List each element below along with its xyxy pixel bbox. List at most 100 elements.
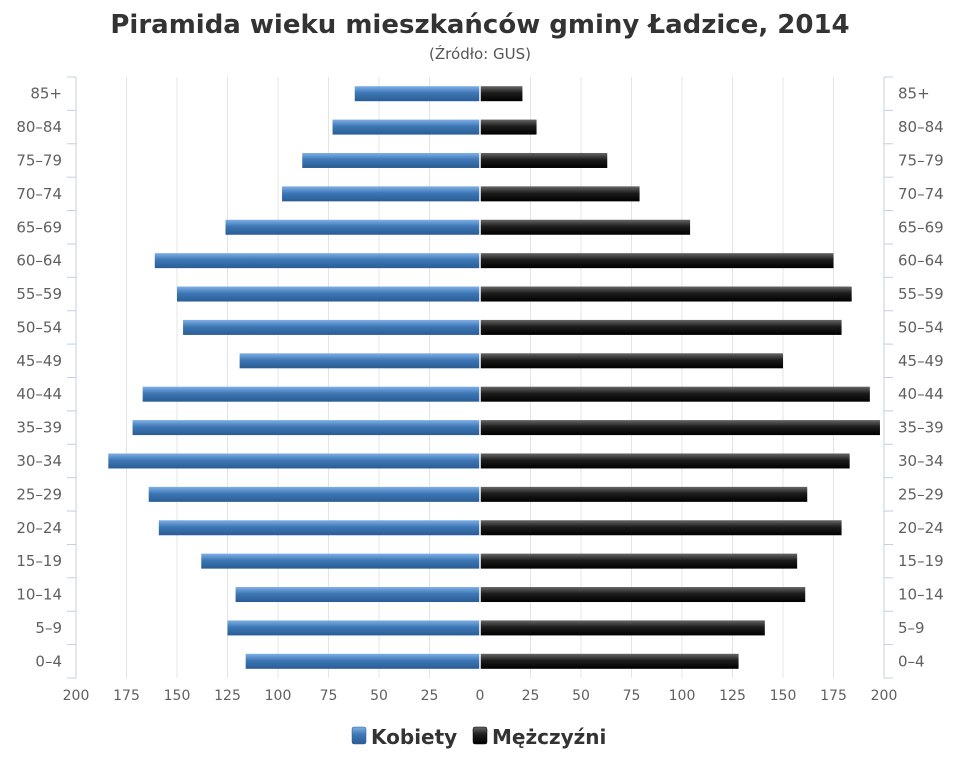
x-tick-label: 25	[522, 688, 540, 704]
age-label-right: 60–64	[898, 252, 944, 270]
chart-subtitle: (Źródło: GUS)	[429, 44, 531, 63]
x-tick-label: 125	[214, 688, 241, 704]
x-tick-label: 50	[572, 688, 590, 704]
bar-women-13[interactable]	[225, 219, 480, 235]
bar-women-7[interactable]	[132, 420, 480, 436]
bar-women-17[interactable]	[354, 86, 480, 102]
bar-men-17[interactable]	[480, 86, 523, 102]
age-label-left: 65–69	[16, 218, 62, 236]
grid-lines	[126, 77, 834, 678]
age-label-right: 35–39	[898, 419, 944, 437]
age-label-right: 80–84	[898, 118, 944, 136]
age-label-right: 25–29	[898, 485, 944, 503]
bar-women-10[interactable]	[183, 319, 480, 335]
legend: Kobiety Mężczyźni	[351, 725, 606, 749]
bar-men-8[interactable]	[480, 386, 870, 402]
age-label-left: 50–54	[16, 318, 62, 336]
age-label-right: 20–24	[898, 519, 944, 537]
bar-women-6[interactable]	[108, 453, 480, 469]
age-label-left: 15–19	[16, 552, 62, 570]
x-tick-label: 200	[63, 688, 90, 704]
bar-men-6[interactable]	[480, 453, 850, 469]
age-label-left: 60–64	[16, 252, 62, 270]
bar-men-12[interactable]	[480, 253, 834, 269]
age-label-right: 75–79	[898, 151, 944, 169]
age-label-left: 35–39	[16, 419, 62, 437]
x-tick-label: 150	[164, 688, 191, 704]
bar-women-16[interactable]	[332, 119, 480, 135]
age-label-right: 10–14	[898, 586, 944, 604]
axes	[67, 76, 893, 679]
chart-title: Piramida wieku mieszkańców gminy Ładzice…	[110, 10, 849, 40]
bar-women-4[interactable]	[158, 520, 480, 536]
bar-men-5[interactable]	[480, 486, 808, 502]
bar-women-5[interactable]	[148, 486, 480, 502]
x-tick-label: 125	[719, 688, 746, 704]
x-tick-label: 75	[320, 688, 338, 704]
x-tick-label: 100	[265, 688, 292, 704]
age-label-right: 15–19	[898, 552, 944, 570]
age-label-left: 40–44	[16, 385, 62, 403]
bar-women-1[interactable]	[227, 620, 481, 636]
bar-women-11[interactable]	[177, 286, 480, 302]
age-label-right: 30–34	[898, 452, 944, 470]
age-label-right: 50–54	[898, 318, 944, 336]
bar-men-9[interactable]	[480, 353, 783, 369]
bar-men-11[interactable]	[480, 286, 852, 302]
age-label-right: 40–44	[898, 385, 944, 403]
age-label-right: 5–9	[898, 619, 925, 637]
bars	[108, 86, 880, 669]
age-label-left: 25–29	[16, 485, 62, 503]
legend-label-women: Kobiety	[371, 725, 457, 749]
age-label-right: 45–49	[898, 352, 944, 370]
bar-men-3[interactable]	[480, 553, 798, 569]
age-label-right: 85+	[898, 85, 930, 103]
bar-women-12[interactable]	[154, 253, 480, 269]
age-label-left: 30–34	[16, 452, 62, 470]
x-tick-label: 25	[421, 688, 439, 704]
age-label-right: 0–4	[898, 652, 925, 670]
bar-men-7[interactable]	[480, 420, 880, 436]
tick-labels: 200 175 150 125 100 75 50 25 0 25 50 75 100 125 150 175…	[16, 85, 943, 704]
legend-item-men[interactable]: Mężczyźni	[472, 725, 606, 749]
bar-men-0[interactable]	[480, 653, 739, 669]
age-label-right: 70–74	[898, 185, 944, 203]
age-label-left: 80–84	[16, 118, 62, 136]
bar-women-0[interactable]	[245, 653, 480, 669]
bar-men-16[interactable]	[480, 119, 537, 135]
bar-women-14[interactable]	[282, 186, 480, 202]
bar-women-15[interactable]	[302, 152, 480, 168]
age-label-left: 20–24	[16, 519, 62, 537]
bar-men-1[interactable]	[480, 620, 765, 636]
bar-men-10[interactable]	[480, 319, 842, 335]
x-tick-label: 150	[770, 688, 797, 704]
bar-men-4[interactable]	[480, 520, 842, 536]
x-tick-label: 50	[370, 688, 388, 704]
age-label-left: 70–74	[16, 185, 62, 203]
x-tick-label: 100	[669, 688, 696, 704]
age-label-right: 55–59	[898, 285, 944, 303]
legend-item-women[interactable]: Kobiety	[351, 725, 457, 749]
age-label-left: 5–9	[35, 619, 62, 637]
bar-women-8[interactable]	[142, 386, 480, 402]
bar-men-13[interactable]	[480, 219, 691, 235]
age-label-left: 75–79	[16, 151, 62, 169]
legend-swatch-men	[472, 726, 488, 745]
bar-women-3[interactable]	[201, 553, 481, 569]
x-tick-label: 200	[871, 688, 898, 704]
age-label-left: 45–49	[16, 352, 62, 370]
x-tick-label: 75	[623, 688, 641, 704]
legend-label-men: Mężczyźni	[492, 725, 606, 749]
bar-men-14[interactable]	[480, 186, 640, 202]
age-label-right: 65–69	[898, 218, 944, 236]
x-tick-label: 0	[476, 688, 485, 704]
age-label-left: 0–4	[35, 652, 62, 670]
bar-men-2[interactable]	[480, 587, 806, 603]
bar-women-2[interactable]	[235, 587, 480, 603]
x-tick-label: 175	[820, 688, 847, 704]
bar-women-9[interactable]	[239, 353, 480, 369]
legend-swatch-women	[351, 726, 367, 745]
bar-men-15[interactable]	[480, 152, 608, 168]
age-label-left: 55–59	[16, 285, 62, 303]
